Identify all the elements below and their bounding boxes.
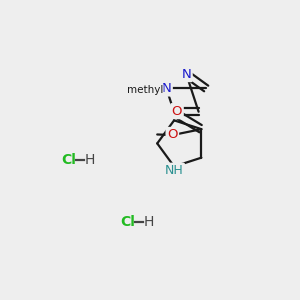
Text: N: N <box>182 68 191 81</box>
Text: O: O <box>172 105 182 118</box>
Text: Cl: Cl <box>61 153 76 166</box>
Text: N: N <box>161 82 171 95</box>
Text: O: O <box>167 128 178 141</box>
Text: NH: NH <box>165 164 184 177</box>
Text: H: H <box>144 215 154 229</box>
Text: H: H <box>85 153 95 166</box>
Text: methyl: methyl <box>127 85 163 94</box>
Text: Cl: Cl <box>121 215 136 229</box>
